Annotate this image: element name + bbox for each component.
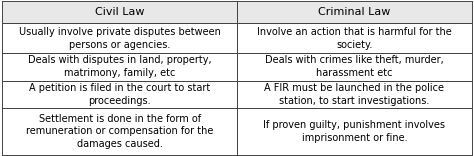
Text: If proven guilty, punishment involves
imprisonment or fine.: If proven guilty, punishment involves im… bbox=[264, 120, 446, 143]
Text: A FIR must be launched in the police
station, to start investigations.: A FIR must be launched in the police sta… bbox=[264, 83, 445, 106]
Text: Civil Law: Civil Law bbox=[95, 7, 145, 17]
Bar bbox=[237, 23, 472, 53]
Text: Deals with disputes in land, property,
matrimony, family, etc: Deals with disputes in land, property, m… bbox=[28, 56, 211, 78]
Bar bbox=[237, 53, 472, 80]
Text: Usually involve private disputes between
persons or agencies.: Usually involve private disputes between… bbox=[19, 27, 221, 49]
Text: Criminal Law: Criminal Law bbox=[318, 7, 391, 17]
Text: A petition is filed in the court to start
proceedings.: A petition is filed in the court to star… bbox=[29, 83, 210, 106]
Text: Settlement is done in the form of
remuneration or compensation for the
damages c: Settlement is done in the form of remune… bbox=[26, 114, 213, 149]
Bar bbox=[2, 1, 237, 23]
Bar bbox=[237, 80, 472, 108]
Bar bbox=[2, 23, 237, 53]
Bar bbox=[237, 108, 472, 155]
Bar bbox=[2, 80, 237, 108]
Bar bbox=[2, 53, 237, 80]
Text: Involve an action that is harmful for the
society.: Involve an action that is harmful for th… bbox=[257, 27, 452, 49]
Text: Deals with crimes like theft, murder,
harassment etc: Deals with crimes like theft, murder, ha… bbox=[265, 56, 444, 78]
Bar bbox=[237, 1, 472, 23]
Bar bbox=[2, 108, 237, 155]
